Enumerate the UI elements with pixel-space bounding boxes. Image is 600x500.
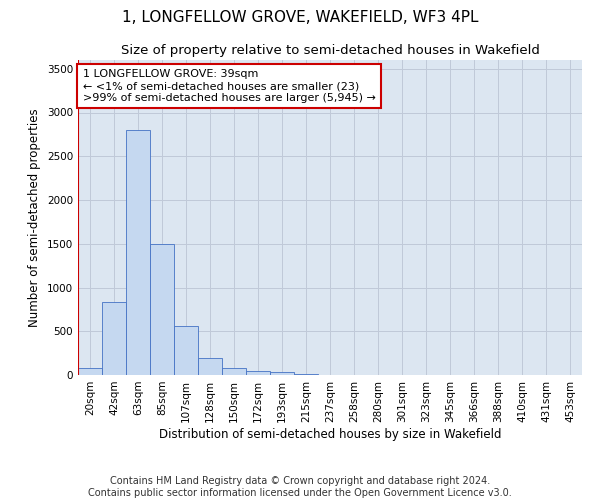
Bar — [150, 244, 174, 375]
Text: Contains HM Land Registry data © Crown copyright and database right 2024.
Contai: Contains HM Land Registry data © Crown c… — [88, 476, 512, 498]
Bar — [294, 374, 318, 375]
Bar — [102, 302, 126, 375]
Bar — [126, 130, 150, 375]
X-axis label: Distribution of semi-detached houses by size in Wakefield: Distribution of semi-detached houses by … — [159, 428, 501, 440]
Title: Size of property relative to semi-detached houses in Wakefield: Size of property relative to semi-detach… — [121, 44, 539, 58]
Bar — [222, 368, 246, 375]
Text: 1 LONGFELLOW GROVE: 39sqm
← <1% of semi-detached houses are smaller (23)
>99% of: 1 LONGFELLOW GROVE: 39sqm ← <1% of semi-… — [83, 70, 376, 102]
Bar — [174, 326, 198, 375]
Bar — [78, 368, 102, 375]
Y-axis label: Number of semi-detached properties: Number of semi-detached properties — [28, 108, 41, 327]
Bar — [246, 370, 270, 375]
Text: 1, LONGFELLOW GROVE, WAKEFIELD, WF3 4PL: 1, LONGFELLOW GROVE, WAKEFIELD, WF3 4PL — [122, 10, 478, 25]
Bar — [270, 372, 294, 375]
Bar — [198, 358, 222, 375]
